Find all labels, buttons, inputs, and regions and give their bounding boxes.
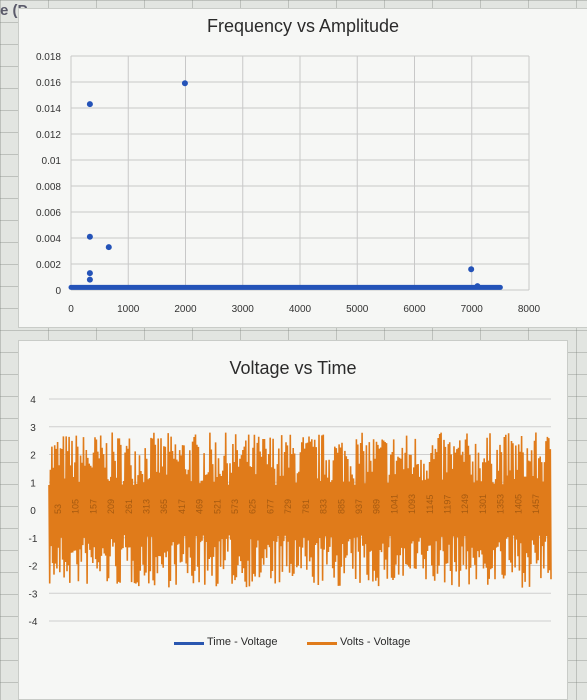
x-tick-label: 1301 [478,494,488,514]
y-tick-label: 0.012 [36,130,61,141]
x-tick-label: 2000 [174,304,197,315]
y-tick-label: 0.016 [36,78,61,89]
y-tick-label: 1 [30,478,36,489]
x-tick-label: 521 [212,499,222,514]
x-tick-label: 313 [142,499,152,514]
legend-swatch-time-voltage [174,642,204,645]
voltage-time-chart[interactable]: Voltage vs Time -4 -3 -2 -1 0 1 2 3 4 53 105 157 209… [18,340,568,700]
data-point [86,233,93,240]
y-tick-label: -1 [29,534,38,545]
y-tick-label: 3 [30,423,36,434]
x-tick-label: 1405 [513,494,523,514]
x-tick-label: 1145 [425,495,435,514]
x-tick-label: 677 [265,499,275,514]
legend-label-volts-voltage: Volts - Voltage [340,636,411,648]
data-point [86,101,93,108]
y-tick-label: 0.014 [36,104,61,115]
data-point [105,244,112,251]
x-tick-label: 989 [372,499,382,514]
y-tick-label: -3 [29,589,38,600]
x-tick-label: 7000 [461,304,484,315]
x-tick-label: 261 [124,499,134,514]
x-tick-label: 1249 [460,494,470,514]
x-tick-label: 469 [195,499,205,514]
chart-title: Frequency vs Amplitude [206,16,400,36]
y-tick-label: 0.002 [36,260,61,271]
y-tick-label: -2 [29,562,38,573]
y-tick-label: 0 [55,286,61,297]
frequency-amplitude-chart[interactable]: Frequency vs Amplitude 0 0.002 0.004 0.006 0… [18,8,587,328]
x-tick-label: 573 [230,499,240,514]
x-tick-label: 4000 [289,304,312,315]
y-tick-label: 2 [30,451,36,462]
x-tick-label: 1093 [407,494,417,514]
legend-swatch-volts-voltage [307,642,337,645]
y-tick-label: -4 [29,617,38,628]
x-tick-label: 1353 [496,494,506,514]
y-tick-label: 0.006 [36,208,61,219]
x-tick-label: 625 [248,499,258,514]
data-point [181,80,188,87]
x-tick-label: 885 [336,499,346,514]
x-tick-label: 937 [354,499,364,514]
chart-legend: Time - Voltage Volts - Voltage [19,635,567,655]
x-tick-label: 833 [319,499,329,514]
x-tick-label: 105 [71,499,81,514]
legend-label-time-voltage: Time - Voltage [207,636,278,648]
data-point [86,276,93,283]
data-point [468,266,475,273]
x-tick-label: 209 [106,499,116,514]
x-tick-label: 8000 [518,304,541,315]
y-tick-label: 4 [30,395,36,406]
y-tick-label: 0.018 [36,52,61,63]
x-tick-label: 781 [301,499,311,514]
chart-title: Voltage vs Time [229,358,357,378]
x-tick-label: 1197 [442,495,452,514]
x-tick-label: 3000 [232,304,255,315]
y-tick-label: 0 [30,506,36,517]
voltage-series-line [48,432,552,588]
x-tick-label: 5000 [346,304,369,315]
x-tick-label: 157 [88,499,98,514]
x-tick-label: 53 [53,504,63,514]
y-tick-label: 0.01 [42,156,62,167]
x-tick-label: 417 [177,499,187,514]
x-tick-label: 1000 [117,304,140,315]
x-tick-label: 729 [283,499,293,514]
x-tick-label: 0 [68,304,74,315]
x-tick-label: 6000 [403,304,426,315]
data-point [474,283,481,290]
y-tick-label: 0.004 [36,234,61,245]
x-tick-label: 1457 [531,494,541,514]
frequency-amplitude-plot: 0 0.002 0.004 0.006 0.008 0.01 0.012 0.014 0.016… [36,52,541,315]
data-point [86,270,93,277]
x-tick-label: 1041 [389,494,399,514]
voltage-time-plot: -4 -3 -2 -1 0 1 2 3 4 53 105 157 209 261 313 365 417 469 5… [29,395,552,628]
y-tick-label: 0.008 [36,182,61,193]
x-tick-label: 365 [159,499,169,514]
